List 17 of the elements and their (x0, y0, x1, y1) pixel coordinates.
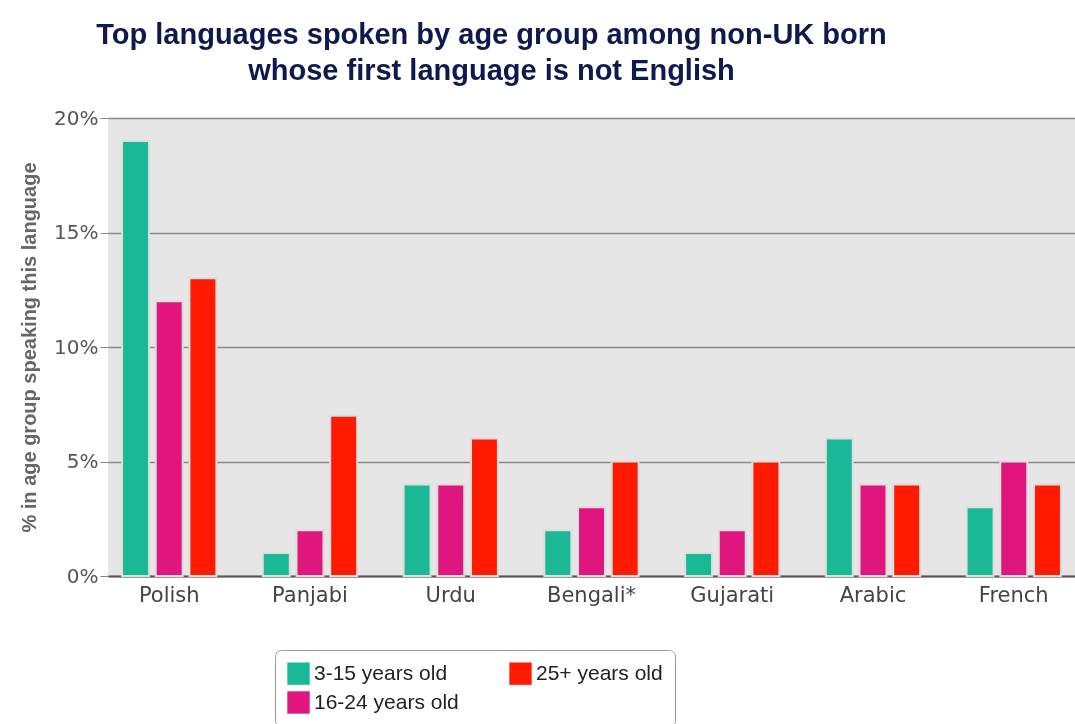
legend-label: 25+ years old (536, 660, 663, 684)
y-tick-label: 20% (54, 105, 99, 130)
legend-label: 3-15 years old (314, 660, 448, 684)
x-tick-label: Bengali* (546, 582, 637, 607)
y-axis-title: % in age group speaking this language (18, 162, 41, 533)
y-tick-label: 5% (66, 449, 99, 473)
y-tick-label: 0% (66, 563, 99, 588)
x-tick-label: Urdu (425, 582, 476, 607)
x-tick-label: Arabic (839, 582, 907, 607)
chart-title: Top languages spoken by age group among non-UK born whose first language is not English (96, 18, 887, 86)
legend-label: 16-24 years old (314, 689, 459, 713)
x-tick-label: French (978, 582, 1049, 607)
x-tick-label: Panjabi (272, 582, 348, 607)
y-tick-label: 15% (54, 220, 99, 244)
y-tick-label: 10% (54, 334, 99, 359)
x-tick-label: Gujarati (690, 582, 775, 607)
x-tick-label: Polish (138, 582, 200, 607)
